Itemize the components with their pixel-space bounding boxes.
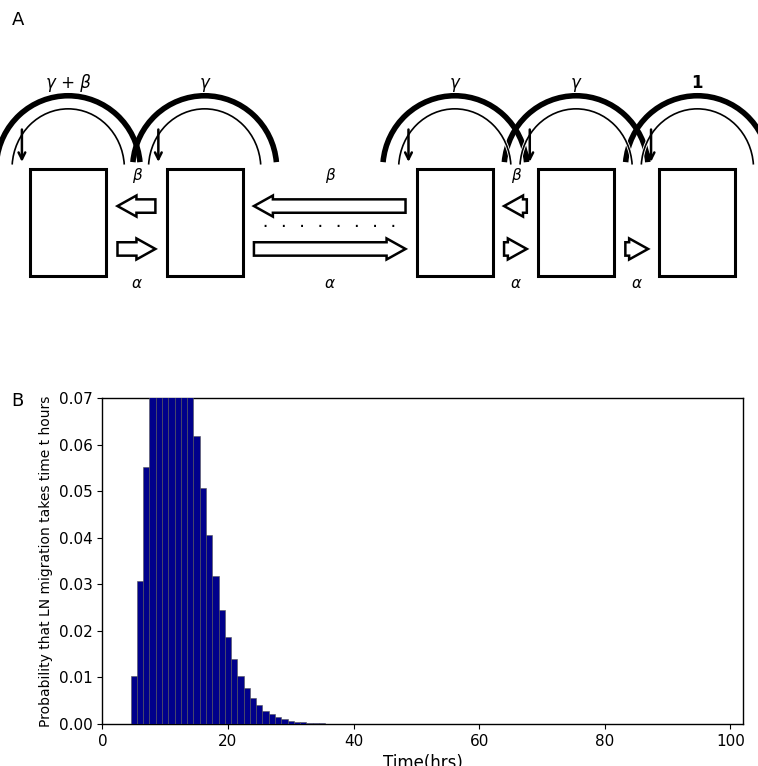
Text: α: α <box>131 276 142 291</box>
Polygon shape <box>254 195 406 217</box>
Text: β: β <box>325 168 334 183</box>
Text: α: α <box>324 276 335 291</box>
Polygon shape <box>117 195 155 217</box>
Bar <box>231 659 237 724</box>
Text: α: α <box>631 276 642 291</box>
Bar <box>162 257 168 724</box>
Text: B: B <box>11 392 23 410</box>
Text: γ + β: γ + β <box>45 74 91 92</box>
Text: 1: 1 <box>691 74 703 92</box>
Bar <box>193 436 199 724</box>
Bar <box>167 169 243 276</box>
Bar <box>306 723 313 724</box>
Text: γ: γ <box>199 74 210 92</box>
X-axis label: Time(hrs): Time(hrs) <box>383 755 462 766</box>
Text: α: α <box>510 276 521 291</box>
Bar <box>143 466 149 724</box>
Text: β: β <box>511 168 520 183</box>
Bar <box>417 169 493 276</box>
Text: γ: γ <box>571 74 581 92</box>
Bar <box>174 284 181 724</box>
Bar <box>149 364 155 724</box>
Bar <box>250 698 256 724</box>
Text: γ: γ <box>449 74 460 92</box>
Polygon shape <box>117 238 155 260</box>
Bar <box>275 717 281 724</box>
Bar <box>206 535 212 724</box>
Bar <box>187 381 193 724</box>
Bar <box>256 705 262 724</box>
Bar <box>225 637 231 724</box>
Bar <box>300 722 306 724</box>
Y-axis label: Probability that LN migration takes time t hours: Probability that LN migration takes time… <box>39 395 53 727</box>
Bar <box>269 715 275 724</box>
Bar <box>168 257 174 724</box>
Bar <box>287 721 294 724</box>
Text: β: β <box>132 168 141 183</box>
Polygon shape <box>504 238 527 260</box>
Bar <box>181 328 187 724</box>
Bar <box>262 711 269 724</box>
Bar <box>199 488 206 724</box>
Bar <box>130 676 137 724</box>
Bar <box>30 169 106 276</box>
Bar <box>137 581 143 724</box>
Bar <box>281 719 287 724</box>
Bar <box>659 169 735 276</box>
Polygon shape <box>625 238 648 260</box>
Bar <box>155 292 162 724</box>
Bar <box>212 576 218 724</box>
Bar <box>218 610 225 724</box>
Bar <box>237 676 243 724</box>
Bar <box>243 689 250 724</box>
Bar <box>538 169 614 276</box>
Bar <box>294 722 300 724</box>
Polygon shape <box>504 195 527 217</box>
Polygon shape <box>254 238 406 260</box>
Text: A: A <box>11 11 23 29</box>
Text: . . . . . . . .: . . . . . . . . <box>262 214 398 230</box>
